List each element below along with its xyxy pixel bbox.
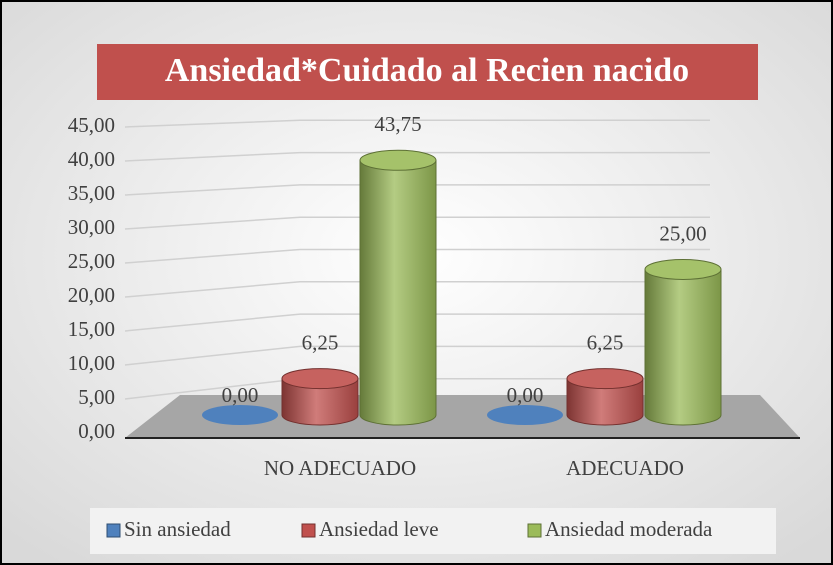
grid-line (124, 248, 710, 264)
cylinder-top (566, 368, 644, 390)
cylinder-body (281, 378, 359, 426)
cylinder (566, 368, 644, 426)
value-label: 6,25 (587, 330, 624, 354)
chart-title: Ansiedad*Cuidado al Recien nacido (165, 52, 689, 89)
cylinder-top (359, 149, 437, 171)
legend-swatch (106, 523, 121, 538)
cylinder-body (359, 159, 437, 426)
y-tick-label: 20,00 (68, 283, 115, 307)
cylinder-top (281, 368, 359, 390)
grid-line (124, 216, 710, 230)
legend-label: Ansiedad leve (319, 517, 439, 541)
cylinder (644, 258, 722, 426)
value-label: 25,00 (659, 221, 706, 245)
grid-line (124, 281, 710, 298)
cylinder-body (644, 268, 722, 426)
cylinder-body (566, 378, 644, 426)
legend-swatch (301, 523, 316, 538)
y-tick-label: 5,00 (78, 385, 115, 409)
cylinder (487, 405, 563, 425)
cylinder (281, 368, 359, 426)
value-label: 6,25 (302, 330, 339, 354)
cylinder (359, 149, 437, 426)
grid-line (124, 119, 710, 128)
value-label: 0,00 (507, 383, 544, 407)
y-tick-label: 25,00 (68, 249, 115, 273)
value-label: 0,00 (222, 383, 259, 407)
title-banner (97, 44, 758, 100)
y-tick-label: 30,00 (68, 215, 115, 239)
x-tick-label: NO ADECUADO (264, 456, 416, 480)
legend (90, 508, 776, 554)
y-tick-label: 45,00 (68, 113, 115, 137)
cylinder (202, 405, 278, 425)
value-label: 43,75 (374, 112, 421, 136)
y-tick-label: 15,00 (68, 317, 115, 341)
cylinder-base (202, 405, 278, 425)
legend-swatch (527, 523, 542, 538)
legend-label: Sin ansiedad (124, 517, 231, 541)
y-tick-label: 40,00 (68, 147, 115, 171)
grid-line (124, 184, 710, 196)
grid-line (124, 345, 710, 366)
cylinder-base (487, 405, 563, 425)
x-tick-label: ADECUADO (566, 456, 684, 480)
y-tick-label: 35,00 (68, 181, 115, 205)
legend-label: Ansiedad moderada (545, 517, 713, 541)
y-tick-label: 0,00 (78, 419, 115, 443)
grid-line (124, 313, 710, 332)
grid-line (124, 151, 710, 162)
cylinder-top (644, 258, 722, 280)
y-tick-label: 10,00 (68, 351, 115, 375)
